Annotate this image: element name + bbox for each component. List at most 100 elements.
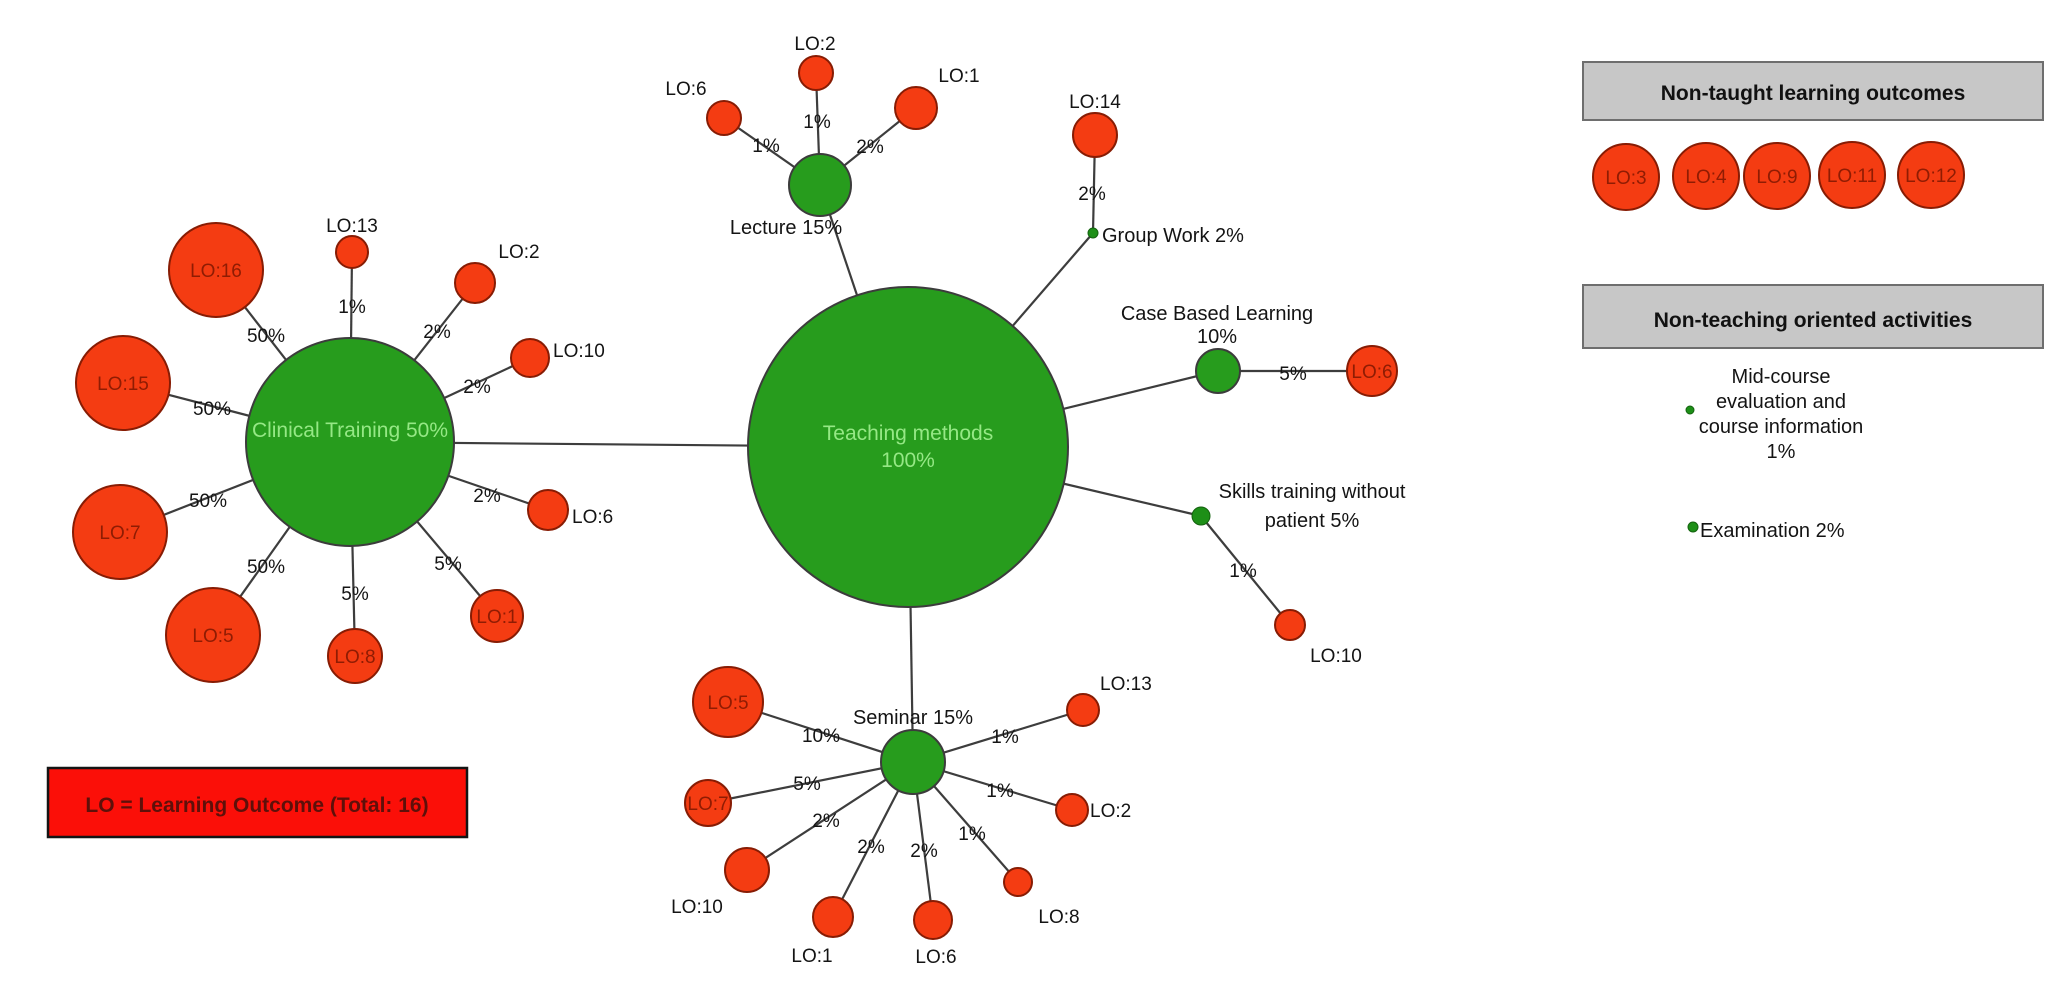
node-seminar-lo10 — [724, 847, 770, 893]
node-seminar-lo8 — [1003, 867, 1033, 897]
edge-label-clinical-training-clinical-lo8: 5% — [341, 584, 369, 605]
node-seminar-lo6 — [913, 900, 953, 940]
node-seminar-lo1 — [812, 896, 854, 938]
node-nontaught-lo4 — [1672, 142, 1740, 210]
edge-labels-layer: 1% 1% 2% 2% 5% 1% 50% 1% 2% 2% 2% 5% 5% 50% 50% 50% 10% 5… — [189, 112, 1307, 862]
node-label-teaching-methods: Teaching methods 100% — [823, 422, 993, 472]
node-label-skills-training: Skills training without patient 5% — [1219, 481, 1406, 532]
node-seminar-lo13 — [1066, 693, 1100, 727]
edge-label-case-based-learning-case-based-lo6: 5% — [1279, 364, 1307, 385]
node-label-lecture-lo1: LO:1 — [938, 66, 979, 87]
node-label-clinical-lo16: LO:16 — [190, 261, 242, 282]
panel-box-non-teaching-oriented-activities — [1582, 284, 2044, 349]
node-skills-lo10 — [1274, 609, 1306, 641]
edge-label-clinical-training-clinical-lo7: 50% — [189, 491, 227, 512]
node-label-clinical-lo5: LO:5 — [192, 626, 233, 647]
edge-label-lecture-lecture-lo1: 2% — [856, 137, 884, 158]
edge-label-seminar-seminar-lo2: 1% — [986, 781, 1014, 802]
node-label-seminar-lo5: LO:5 — [707, 693, 748, 714]
node-clinical-lo10 — [510, 338, 550, 378]
node-label-seminar-lo6: LO:6 — [915, 947, 956, 968]
edge-label-seminar-seminar-lo8: 1% — [958, 824, 986, 845]
edge-label-clinical-training-clinical-lo13: 1% — [338, 297, 366, 318]
node-seminar-lo2 — [1055, 793, 1089, 827]
node-label-seminar-lo7: LO:7 — [687, 794, 728, 815]
edge-label-group-work-group-work-lo14: 2% — [1078, 184, 1106, 205]
edge-label-skills-training-skills-lo10: 1% — [1229, 561, 1257, 582]
node-label-seminar-lo10: LO:10 — [671, 897, 723, 918]
panel-title-non-teaching-oriented-activities: Non-teaching oriented activities — [1654, 309, 1973, 332]
edge-label-lecture-lecture-lo2: 1% — [803, 112, 831, 133]
edge-label-clinical-training-clinical-lo16: 50% — [247, 326, 285, 347]
node-clinical-lo13 — [335, 235, 369, 269]
legend-box-lo-legend — [46, 766, 469, 839]
node-label-seminar-lo13: LO:13 — [1100, 674, 1152, 695]
node-examination — [1687, 521, 1699, 533]
node-nontaught-lo12 — [1897, 141, 1965, 209]
node-label-clinical-lo8: LO:8 — [334, 647, 375, 668]
node-label-group-work-lo14: LO:14 — [1069, 92, 1121, 113]
node-label-clinical-training: Clinical Training 50% — [252, 419, 448, 442]
edge-label-clinical-training-clinical-lo6: 2% — [473, 486, 501, 507]
node-clinical-lo16 — [168, 222, 264, 318]
node-case-based-lo6 — [1346, 345, 1398, 397]
node-clinical-lo7 — [72, 484, 168, 580]
panel-box-non-taught-learning-outcomes — [1582, 61, 2044, 121]
edge-label-clinical-training-clinical-lo2: 2% — [423, 322, 451, 343]
node-group-work — [1087, 227, 1099, 239]
edge-seminar-seminar-lo7 — [707, 760, 914, 805]
edge-label-seminar-seminar-lo6: 2% — [910, 841, 938, 862]
edge-label-clinical-training-clinical-lo15: 50% — [193, 399, 231, 420]
node-clinical-lo2 — [454, 262, 496, 304]
node-label-lecture: Lecture 15% — [730, 217, 843, 239]
node-label-nontaught-lo3: LO:3 — [1605, 168, 1646, 189]
edge-label-seminar-seminar-lo10: 2% — [812, 811, 840, 832]
panel-title-non-taught-learning-outcomes: Non-taught learning outcomes — [1661, 82, 1966, 105]
node-label-nontaught-lo4: LO:4 — [1685, 167, 1727, 188]
node-label-seminar-lo8: LO:8 — [1038, 907, 1079, 928]
node-label-clinical-lo1: LO:1 — [476, 607, 517, 628]
node-label-clinical-lo13: LO:13 — [326, 216, 378, 237]
node-seminar-lo5 — [692, 666, 764, 738]
node-label-clinical-lo2: LO:2 — [498, 242, 539, 263]
node-label-clinical-lo10: LO:10 — [553, 341, 605, 362]
node-label-seminar-lo1: LO:1 — [791, 946, 832, 967]
node-label-seminar: Seminar 15% — [853, 707, 973, 729]
node-label-mid-course-evaluation: Mid-course evaluation and course informati… — [1699, 366, 1864, 463]
edge-label-seminar-seminar-lo5: 10% — [802, 726, 840, 747]
node-nontaught-lo9 — [1743, 142, 1811, 210]
node-nontaught-lo11 — [1818, 141, 1886, 209]
edge-label-seminar-seminar-lo7: 5% — [793, 774, 821, 795]
node-mid-course-evaluation — [1685, 405, 1695, 415]
node-clinical-training — [245, 337, 455, 547]
node-label-clinical-lo7: LO:7 — [99, 523, 140, 544]
node-clinical-lo5 — [165, 587, 261, 683]
edge-label-clinical-training-clinical-lo1: 5% — [434, 554, 462, 575]
legend-text-lo-legend: LO = Learning Outcome (Total: 16) — [85, 794, 428, 817]
node-lecture-lo6 — [706, 100, 742, 136]
edge-label-lecture-lecture-lo6: 1% — [752, 136, 780, 157]
node-lecture — [788, 153, 852, 217]
node-labels-layer: Teaching methods 100% Clinical Training 50… — [97, 34, 1957, 968]
edge-label-seminar-seminar-lo1: 2% — [857, 837, 885, 858]
edge-label-seminar-seminar-lo13: 1% — [991, 727, 1019, 748]
node-clinical-lo15 — [75, 335, 171, 431]
node-label-case-based-learning: Case Based Learning 10% — [1121, 303, 1313, 348]
panels-layer: Non-taught learning outcomes Non-teaching… — [46, 61, 2044, 839]
node-lecture-lo1 — [894, 86, 938, 130]
node-nontaught-lo3 — [1592, 143, 1660, 211]
node-label-lecture-lo2: LO:2 — [794, 34, 835, 55]
nodes-layer — [72, 55, 1965, 940]
node-label-skills-lo10: LO:10 — [1310, 646, 1362, 667]
node-group-work-lo14 — [1072, 112, 1118, 158]
node-label-nontaught-lo12: LO:12 — [1905, 166, 1957, 187]
node-teaching-methods — [747, 286, 1069, 608]
node-label-examination: Examination 2% — [1700, 520, 1845, 542]
node-label-case-based-lo6: LO:6 — [1351, 362, 1392, 383]
node-label-lecture-lo6: LO:6 — [665, 79, 706, 100]
node-clinical-lo1 — [470, 589, 524, 643]
edge-seminar-seminar-lo10 — [746, 761, 914, 871]
node-label-clinical-lo6: LO:6 — [572, 507, 613, 528]
